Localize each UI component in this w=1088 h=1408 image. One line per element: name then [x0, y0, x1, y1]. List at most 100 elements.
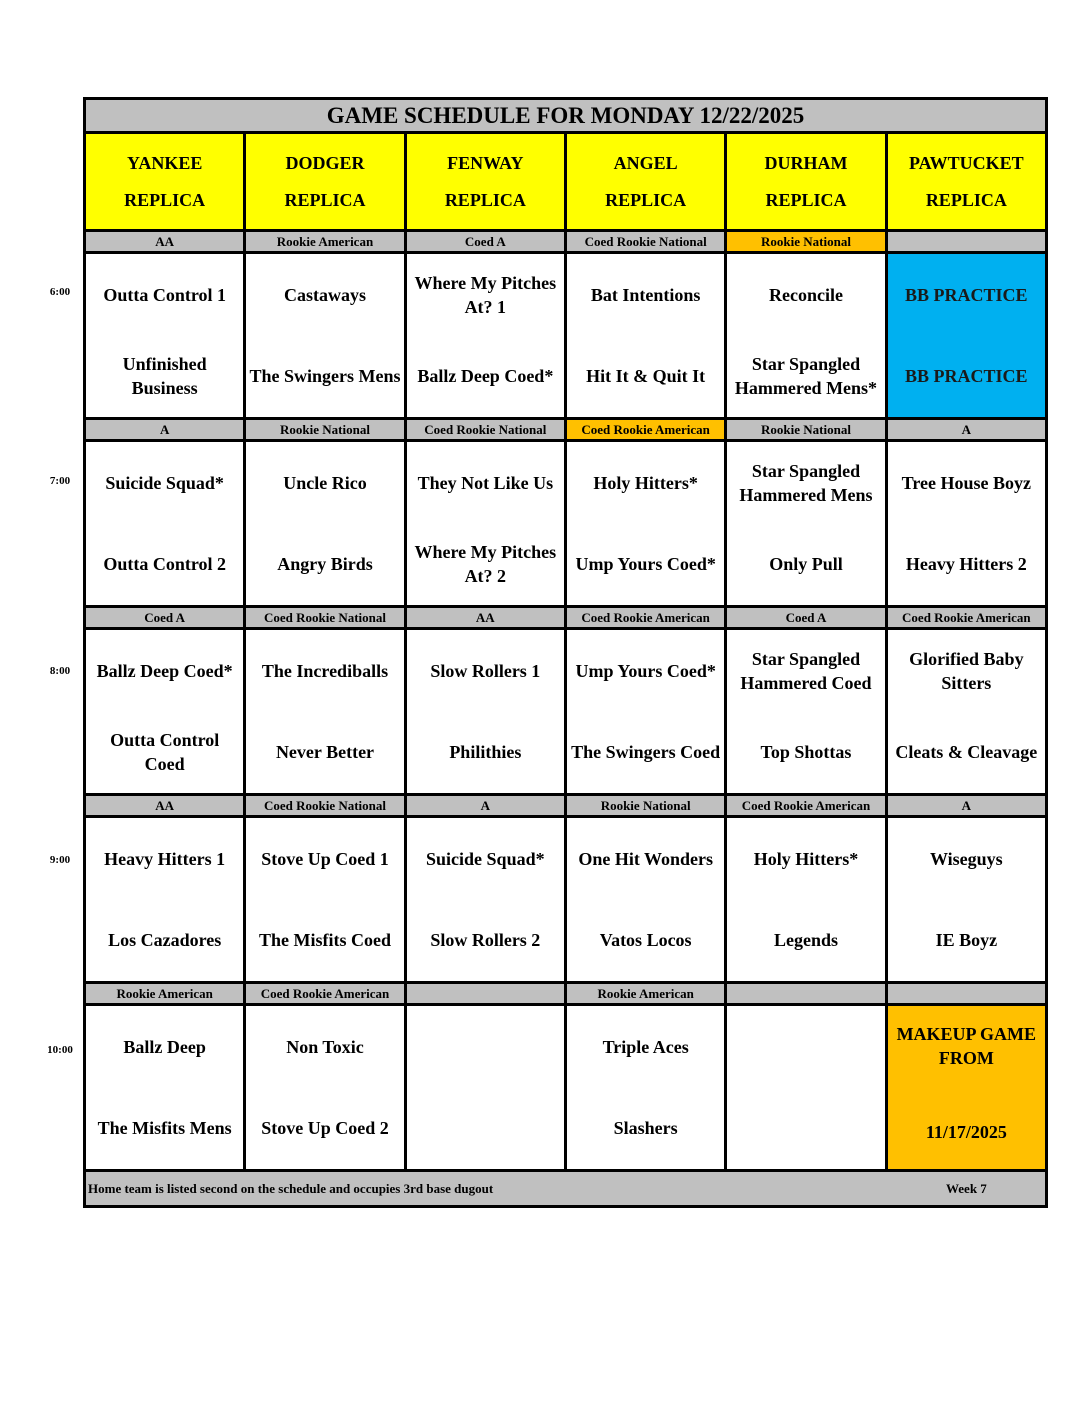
home-team: Cleats & Cleavage — [895, 742, 1038, 763]
home-team: Star Spangled Hammered Mens* — [734, 354, 878, 399]
division-label: Coed Rookie American — [246, 984, 404, 1003]
home-team: Stove Up Coed 2 — [261, 1118, 389, 1139]
away-team: Castaways — [283, 284, 366, 305]
game-cell: Star Spangled Hammered Mens Only Pull — [727, 442, 885, 605]
field-sub: REPLICA — [605, 189, 687, 210]
division-label — [727, 984, 885, 1003]
away-team: The Incrediballs — [261, 660, 389, 681]
division-label: Coed Rookie National — [406, 420, 564, 439]
field-sub: REPLICA — [124, 189, 206, 210]
home-team: The Swingers Coed — [571, 742, 721, 763]
away-team: Stove Up Coed 1 — [261, 848, 389, 869]
away-team: Star Spangled Hammered Mens — [739, 460, 873, 505]
division-label: Rookie American — [86, 984, 244, 1003]
game-cell: Star Spangled Hammered Coed Top Shottas — [727, 630, 885, 793]
time-label: 9:00 — [49, 854, 71, 866]
time-label: 10:00 — [47, 1044, 73, 1056]
game-cell: Slow Rollers 1 Philithies — [406, 630, 564, 793]
home-team: The Misfits Mens — [97, 1118, 232, 1139]
game-cell: Outta Control 1 Unfinished Business — [86, 254, 244, 417]
division-label: Rookie National — [246, 420, 404, 439]
home-team: Unfinished Business — [122, 354, 207, 399]
game-cell: Ballz Deep Coed* Outta Control Coed — [86, 630, 244, 793]
division-label: Rookie National — [727, 232, 885, 251]
game-cell: Tree House Boyz Heavy Hitters 2 — [887, 442, 1045, 605]
field-header: YANKEE REPLICA — [86, 134, 244, 229]
home-team: Ballz Deep Coed* — [417, 366, 554, 387]
game-cell: Ballz Deep The Misfits Mens — [86, 1006, 244, 1169]
home-team: Philithies — [449, 742, 522, 763]
game-cell: Stove Up Coed 1 The Misfits Coed — [246, 818, 404, 981]
home-team: Never Better — [275, 742, 375, 763]
away-team: MAKEUP GAME FROM — [896, 1024, 1037, 1068]
division-label: Coed Rookie American — [566, 420, 725, 439]
away-team: BB PRACTICE — [905, 284, 1028, 305]
home-team: Legends — [773, 930, 838, 951]
field-header: DODGER REPLICA — [246, 134, 404, 229]
division-label — [406, 984, 564, 1003]
game-cell: Ump Yours Coed* The Swingers Coed — [566, 630, 725, 793]
game-cell: MAKEUP GAME FROM 11/17/2025 — [887, 1006, 1045, 1169]
game-cell: Triple Aces Slashers — [566, 1006, 725, 1169]
away-team: Uncle Rico — [283, 472, 367, 493]
home-team: Outta Control 2 — [103, 554, 226, 575]
division-label: Coed Rookie National — [246, 608, 404, 627]
game-cell: Heavy Hitters 1 Los Cazadores — [86, 818, 244, 981]
division-label: Coed A — [406, 232, 564, 251]
game-cell — [727, 1006, 885, 1169]
division-label: AA — [86, 232, 244, 251]
away-team: Ballz Deep — [123, 1036, 206, 1057]
away-team: Holy Hitters* — [753, 848, 859, 869]
time-label: 6:00 — [49, 286, 71, 298]
home-team: BB PRACTICE — [905, 366, 1028, 387]
division-label — [887, 232, 1045, 251]
home-team: Ump Yours Coed* — [575, 554, 716, 575]
home-team: The Swingers Mens — [249, 366, 401, 387]
division-label: A — [887, 796, 1045, 815]
division-label: Coed Rookie National — [566, 232, 725, 251]
game-cell: Castaways The Swingers Mens — [246, 254, 404, 417]
away-team: Slow Rollers 1 — [430, 660, 541, 681]
division-label: A — [86, 420, 244, 439]
game-cell: Reconcile Star Spangled Hammered Mens* — [727, 254, 885, 417]
division-label: AA — [86, 796, 244, 815]
home-team: Heavy Hitters 2 — [905, 554, 1027, 575]
away-team: Heavy Hitters 1 — [104, 848, 226, 869]
home-team: 11/17/2025 — [925, 1122, 1007, 1143]
game-cell: Bat Intentions Hit It & Quit It — [566, 254, 725, 417]
away-team: Non Toxic — [286, 1036, 364, 1057]
schedule-table: GAME SCHEDULE FOR MONDAY 12/22/2025 YANK… — [83, 97, 1048, 1208]
home-team: IE Boyz — [935, 930, 998, 951]
field-header: PAWTUCKET REPLICA — [887, 134, 1045, 229]
game-cell: Non Toxic Stove Up Coed 2 — [246, 1006, 404, 1169]
home-team: Los Cazadores — [108, 930, 222, 951]
game-cell — [406, 1006, 564, 1169]
away-team: Ballz Deep Coed* — [96, 660, 233, 681]
away-team: Suicide Squad* — [105, 472, 224, 493]
division-label: Coed A — [727, 608, 885, 627]
game-cell: Suicide Squad* Outta Control 2 — [86, 442, 244, 605]
game-cell: Where My Pitches At? 1 Ballz Deep Coed* — [406, 254, 564, 417]
game-cell: Glorified Baby Sitters Cleats & Cleavage — [887, 630, 1045, 793]
away-team: Reconcile — [769, 284, 843, 305]
game-cell: The Incrediballs Never Better — [246, 630, 404, 793]
footer: Home team is listed second on the schedu… — [86, 1172, 1045, 1205]
field-header: ANGEL REPLICA — [566, 134, 725, 229]
away-team: One Hit Wonders — [578, 848, 713, 869]
time-label: 8:00 — [49, 665, 71, 677]
division-label: Rookie American — [566, 984, 725, 1003]
game-cell: Holy Hitters* Legends — [727, 818, 885, 981]
away-team — [727, 1006, 884, 1088]
away-team: Where My Pitches At? 1 — [414, 272, 557, 317]
away-team: Bat Intentions — [590, 284, 701, 305]
week-label: Week 7 — [946, 1180, 987, 1196]
home-team: Where My Pitches At? 2 — [414, 542, 557, 587]
division-label: Coed Rookie American — [566, 608, 725, 627]
game-cell: Wiseguys IE Boyz — [887, 818, 1045, 981]
away-team: Star Spangled Hammered Coed — [740, 648, 872, 693]
game-cell: Uncle Rico Angry Birds — [246, 442, 404, 605]
home-team: Top Shottas — [760, 742, 852, 763]
division-label: A — [887, 420, 1045, 439]
away-team: Wiseguys — [929, 848, 1003, 869]
division-label: Rookie National — [566, 796, 725, 815]
